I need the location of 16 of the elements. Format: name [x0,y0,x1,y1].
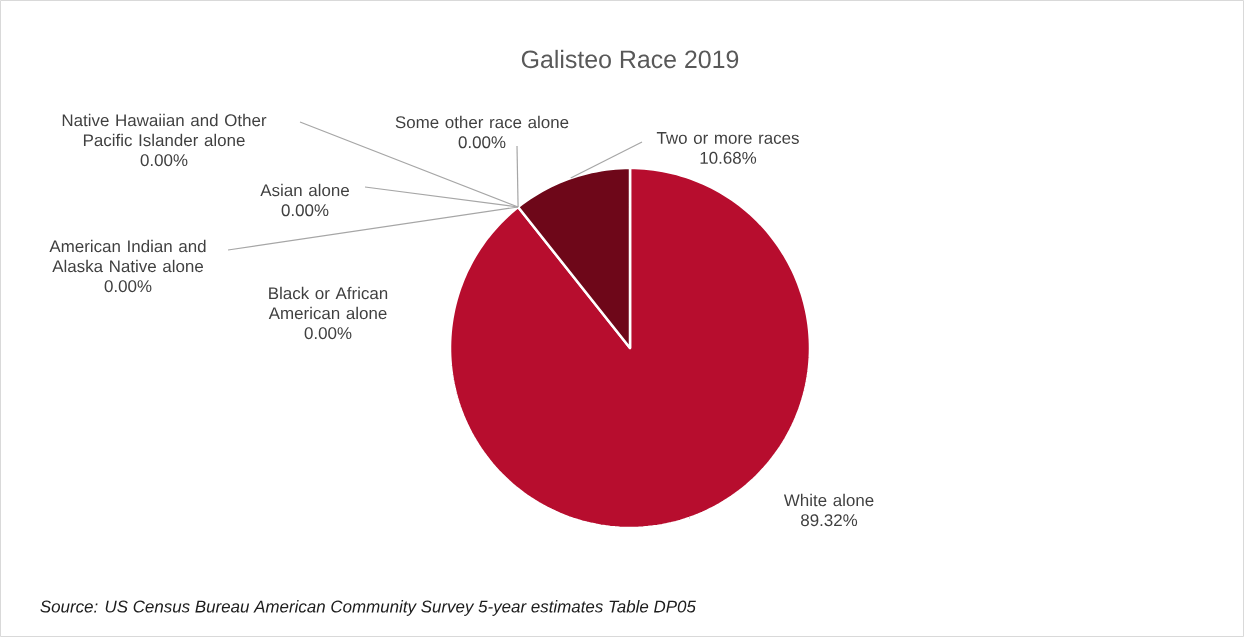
category-label: Asian alone [260,183,349,197]
chart-title: Galisteo Race 2019 [521,49,739,69]
text: 0.00% [104,280,152,293]
slice-label: Two or more races [656,132,799,144]
text: 0.00% [140,154,188,167]
category-label: Native Hawaiian and Other Pacific Islander alone [62,113,267,147]
category-label: American Indian and Alaska Native alone [49,239,206,273]
text: 0.00% [458,136,506,149]
text: Source: US Census Bureau American Community Survey 5-year estimates Table DP05 [40,600,696,616]
slice-label: White alone [783,493,874,507]
data-label: 89.32% [801,514,858,527]
text: 0.00% [281,204,329,217]
category-label: Some other race alone [395,115,569,129]
text: 0.00% [304,327,352,340]
data-label: 10.68% [700,151,757,164]
category-label: Black or African American alone [268,286,388,320]
